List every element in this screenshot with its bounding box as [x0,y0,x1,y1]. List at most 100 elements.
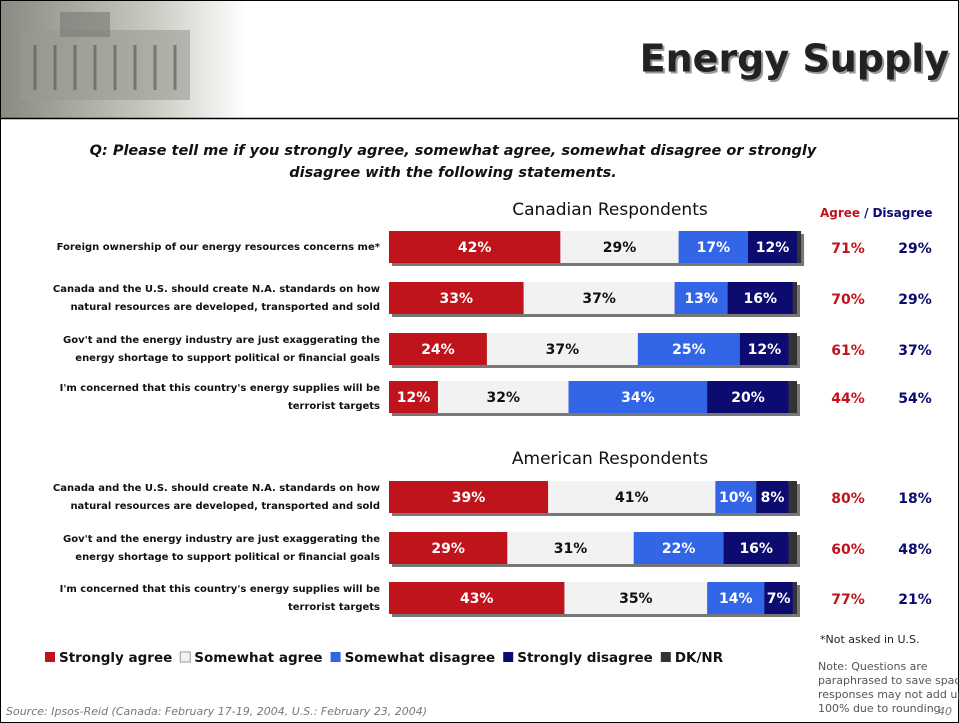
value-label: 10% [719,490,753,506]
category-label: Gov't and the energy industry are just e… [63,335,380,346]
value-label: 37% [582,291,616,307]
agree-value: 60% [831,542,865,558]
agree-value: 61% [831,343,865,359]
bar-segment [797,231,802,263]
bar-segment [788,481,797,513]
question-line: disagree with the following statements. [289,165,617,181]
category-label: Canada and the U.S. should create N.A. s… [53,483,380,494]
bar-segment [523,282,675,314]
note-line: 100% due to rounding [818,702,941,715]
panel-title: American Respondents [512,449,708,469]
value-label: 22% [662,541,696,557]
value-label: 25% [672,342,706,358]
bar-segment [748,231,797,263]
bar-segment [486,333,638,365]
agree-value: 44% [831,391,865,407]
category-label: Foreign ownership of our energy resource… [57,242,381,253]
legend-swatch [330,652,341,662]
value-label: 12% [748,342,782,358]
value-label: 12% [397,390,431,406]
value-label: 17% [697,240,731,256]
disagree-value: 21% [898,592,932,608]
agree-header: Agree [820,206,860,220]
bar-segment [788,333,797,365]
bar-segment [715,481,757,513]
category-label: energy shortage to support political or … [75,353,380,364]
value-label: 42% [458,240,492,256]
agree-value: 70% [831,292,865,308]
agree-value: 77% [831,592,865,608]
bar-segment [389,381,438,413]
value-label: 16% [739,541,773,557]
separator: / [864,206,869,220]
value-label: 13% [684,291,718,307]
note-line: Note: Questions are [818,660,928,673]
value-label: 39% [452,490,486,506]
disagree-value: 29% [898,292,932,308]
bar-segment [792,282,797,314]
value-label: 34% [621,390,655,406]
category-label: Canada and the U.S. should create N.A. s… [53,284,380,295]
legend-swatch [45,652,55,662]
category-label: natural resources are developed, transpo… [70,501,380,512]
page-number: 40 [938,705,952,718]
bar-segment [564,582,708,614]
bar-segment [707,381,789,413]
bar-segment [727,282,793,314]
value-label: 43% [460,591,494,607]
legend-label: Strongly disagree [517,650,653,666]
summary-header: Agree / Disagree [820,206,933,220]
title-shadow: Energy Supply [642,39,952,83]
legend-swatch [503,652,514,662]
value-label: 33% [440,291,474,307]
bar-segment [792,582,797,614]
value-label: 12% [756,240,790,256]
question-line: Q: Please tell me if you strongly agree,… [90,143,817,159]
disagree-value: 29% [898,241,932,257]
legend-label: DK/NR [675,650,724,666]
value-label: 41% [615,490,649,506]
bar-segment [764,582,793,614]
bar-segment [678,231,749,263]
legend-label: Somewhat disagree [345,650,496,666]
bar-segment [507,532,634,564]
bar-segment [389,231,561,263]
disagree-value: 54% [898,391,932,407]
value-label: 32% [486,390,520,406]
bar-segment [756,481,789,513]
category-label: I'm concerned that this country's energy… [60,383,381,394]
agree-value: 80% [831,491,865,507]
note-line: responses may not add up to [818,688,959,701]
bar-segment [560,231,679,263]
bar-segment [637,333,740,365]
legend-swatch [660,652,671,662]
disagree-header: Disagree [872,206,932,220]
bar-segment [723,532,789,564]
bar-segment [437,381,569,413]
value-label: 14% [719,591,753,607]
value-label: 29% [431,541,465,557]
category-label: I'm concerned that this country's energy… [60,584,381,595]
bar-segment [389,333,487,365]
bar-segment [389,481,549,513]
value-label: 31% [554,541,588,557]
bar-segment [739,333,789,365]
bar-segment [389,582,565,614]
bar-segment [707,582,765,614]
bar-segment [568,381,708,413]
legend-label: Strongly agree [59,650,172,666]
bar-segment [548,481,716,513]
source: Source: Ipsos-Reid (Canada: February 17-… [6,705,427,718]
value-label: 29% [603,240,637,256]
disagree-value: 48% [898,542,932,558]
panel-title: Canadian Respondents [512,200,708,220]
value-label: 37% [546,342,580,358]
bar-segment [788,381,797,413]
category-label: terrorist targets [288,401,380,412]
legend-label: Somewhat agree [194,650,322,666]
value-label: 8% [761,490,785,506]
bar-segment [389,532,508,564]
category-label: energy shortage to support political or … [75,552,380,563]
bar-segment [674,282,728,314]
